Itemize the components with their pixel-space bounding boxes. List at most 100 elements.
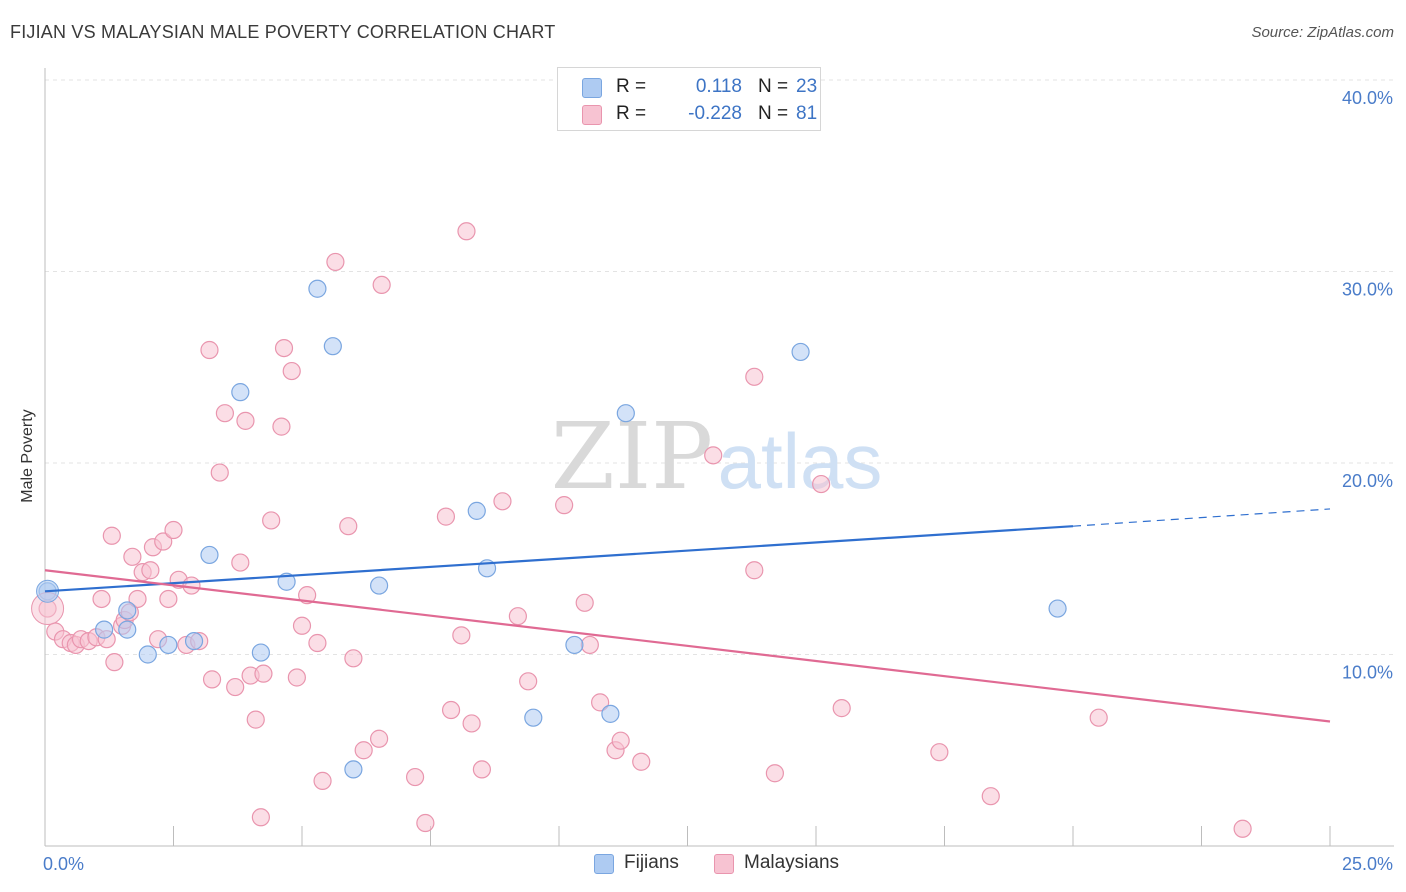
- watermark-zip: ZIP: [551, 403, 713, 510]
- fijian-trend-line: [44, 525, 1074, 593]
- fijian-point: [323, 337, 342, 356]
- fijian-point: [565, 635, 584, 655]
- malaysian-point: [436, 507, 456, 526]
- fijian-point: [231, 383, 250, 402]
- malaysian-point: [308, 633, 327, 653]
- fijian-point: [791, 342, 810, 362]
- fijian-point: [601, 704, 620, 723]
- y-axis-label: Male Poverty: [19, 409, 36, 502]
- malaysian-point: [745, 367, 764, 386]
- malaysian-point: [202, 670, 222, 689]
- malaysian-point: [282, 361, 301, 381]
- malaysian-point: [272, 417, 291, 436]
- fijian-point: [118, 620, 137, 639]
- data-points: [31, 222, 1252, 838]
- malaysian-point: [452, 626, 471, 645]
- malaysian-point: [298, 586, 317, 605]
- malaysian-point: [231, 553, 250, 572]
- malaysian-point: [580, 635, 599, 655]
- malaysian-point: [339, 517, 358, 536]
- malaysian-point: [254, 664, 273, 683]
- fijian-point: [467, 501, 486, 520]
- malaysian-point: [632, 752, 651, 771]
- x-tick-label: 25.0%: [1342, 854, 1393, 874]
- malaysian-point: [745, 561, 764, 580]
- fijian-point: [277, 572, 296, 591]
- legend-swatch-fijians: [582, 78, 602, 98]
- malaysian-point: [591, 693, 610, 712]
- malaysian-point: [1089, 708, 1108, 727]
- tick-labels: 10.0% 20.0% 30.0% 40.0% 0.0% 25.0%: [43, 88, 1393, 874]
- malaysian-point: [141, 561, 160, 580]
- legend-swatch-fijians: [594, 854, 614, 874]
- malaysian-point: [704, 446, 723, 465]
- malaysian-point: [274, 339, 294, 358]
- malaysian-point: [326, 252, 345, 272]
- malaysian-point: [164, 520, 183, 540]
- fijian-point: [344, 760, 363, 779]
- fijian-point: [138, 645, 157, 664]
- legend-swatch-malaysians: [714, 854, 734, 874]
- malaysian-point: [251, 808, 270, 827]
- fijian-point: [118, 601, 137, 620]
- legend-n-value: 23: [796, 76, 818, 97]
- legend-r-value: -0.228: [688, 103, 742, 124]
- malaysian-point: [416, 813, 435, 833]
- series-legend: Fijians Malaysians: [0, 852, 1406, 878]
- malaysian-point: [210, 463, 229, 482]
- malaysian-point: [555, 496, 574, 515]
- legend-n-label: N =: [758, 76, 789, 97]
- malaysian-point: [575, 593, 594, 612]
- malaysian-point: [611, 731, 630, 750]
- malaysian-point: [262, 511, 281, 530]
- malaysian-point: [981, 787, 1000, 806]
- malaysian-point: [370, 729, 389, 748]
- fijian-point: [524, 708, 543, 727]
- malaysian-point: [508, 607, 527, 626]
- malaysian-point: [344, 649, 363, 668]
- malaysian-point: [159, 589, 178, 609]
- malaysian-point: [246, 710, 265, 729]
- malaysian-point: [123, 547, 142, 566]
- fijian-point: [200, 545, 219, 565]
- stats-legend: R = 0.118 N = 23 R = -0.228 N = 81: [557, 67, 821, 131]
- fijian-point: [95, 620, 114, 639]
- malaysian-point: [182, 576, 201, 595]
- x-tick-label: 0.0%: [43, 854, 84, 874]
- malaysian-point: [457, 222, 476, 241]
- y-tick-label: 40.0%: [1342, 88, 1393, 108]
- malaysian-point: [92, 589, 111, 609]
- malaysian-point: [832, 699, 851, 718]
- fijian-trend-extension: [1072, 508, 1331, 527]
- watermark-atlas: atlas: [718, 417, 883, 505]
- axes: [44, 68, 1394, 847]
- malaysian-point: [462, 714, 481, 733]
- malaysian-point: [236, 411, 255, 430]
- fijian-point: [616, 404, 635, 423]
- malaysian-point: [1233, 819, 1252, 838]
- fijian-point: [370, 576, 389, 595]
- malaysian-point: [354, 741, 373, 760]
- malaysian-point: [102, 526, 121, 545]
- legend-n-value: 81: [796, 103, 818, 124]
- malaysian-point: [472, 760, 491, 779]
- y-tick-label: 20.0%: [1342, 471, 1393, 491]
- malaysian-point: [128, 589, 147, 609]
- legend-n-label: N =: [758, 103, 789, 124]
- malaysian-point: [519, 672, 538, 691]
- legend-label-fijians: Fijians: [624, 852, 679, 873]
- fijian-point: [159, 635, 178, 655]
- legend-r-value: 0.118: [695, 76, 742, 97]
- malaysian-point: [405, 767, 425, 787]
- y-tick-label: 10.0%: [1342, 663, 1393, 683]
- malaysian-point: [200, 340, 219, 360]
- fijian-point: [251, 643, 270, 662]
- legend-swatch-malaysians: [582, 105, 602, 125]
- malaysian-point: [812, 474, 831, 494]
- malaysian-point: [441, 700, 461, 720]
- legend-r-label: R =: [616, 76, 647, 97]
- malaysian-point: [493, 492, 512, 511]
- watermark: ZIP atlas: [551, 403, 882, 510]
- fijian-point: [308, 279, 327, 298]
